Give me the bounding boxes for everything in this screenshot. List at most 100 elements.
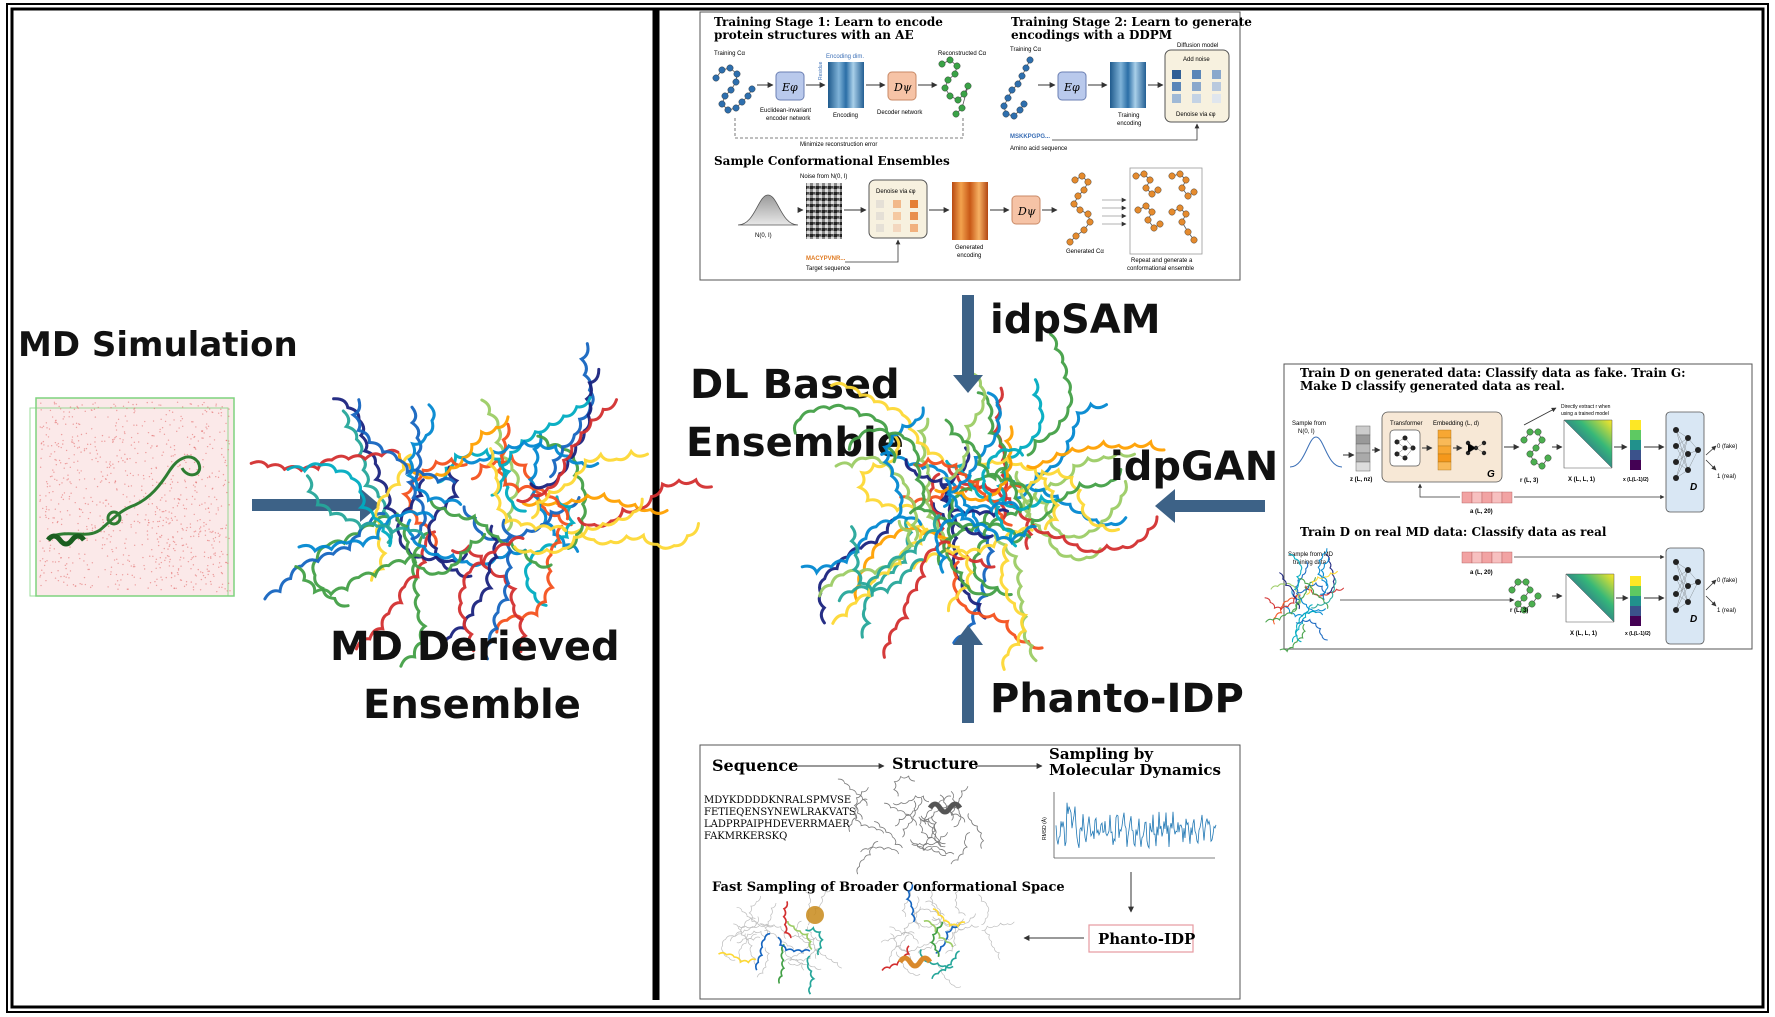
embedding-vector <box>1437 429 1452 471</box>
ensemble-frame <box>1129 167 1203 255</box>
dl-based-label-line1: DL Based <box>690 362 900 408</box>
real-label-2: 1 (real) <box>1717 608 1736 614</box>
gan-generated-chain <box>1520 428 1552 470</box>
sample-from-label-2: N(0, I) <box>1298 429 1315 435</box>
phanto-box <box>1088 924 1194 953</box>
stage1-title-2: protein structures with an AE <box>714 28 914 42</box>
discriminator-box-1 <box>1665 411 1705 513</box>
noise-matrix <box>806 183 842 239</box>
md-sample-label-2: training data <box>1293 560 1327 566</box>
training-encoding-label-1: Training <box>1118 113 1139 119</box>
x-vector-1 <box>1630 420 1641 470</box>
decoder-box-2 <box>1011 195 1041 225</box>
idpgan-title1-line2: Make D classify generated data as real. <box>1300 379 1565 393</box>
md-training-sample-render <box>1264 548 1344 653</box>
idpsam-label: idpSAM <box>990 297 1161 343</box>
md-water-box <box>29 397 235 597</box>
noise-from-label: Noise from N(0, I) <box>800 174 847 180</box>
idpgan-title1-line1: Train D on generated data: Classify data… <box>1300 366 1686 380</box>
a-label-1: a (L, 20) <box>1470 509 1493 515</box>
decoder-symbol-2: Dψ <box>1017 205 1036 218</box>
idpsam-panel: Training Stage 1: Learn to encode protei… <box>699 11 1252 281</box>
gan-gaussian <box>1289 436 1343 468</box>
discriminator-d-label-1: D <box>1690 482 1697 493</box>
fake-label-2: 0 (fake) <box>1717 578 1737 584</box>
fast-sampling-heading: Fast Sampling of Broader Conformational … <box>712 880 1065 895</box>
dl-based-ensemble-render <box>792 332 1166 671</box>
seq-line-1: MDYKDDDDKNRALSPMVSE <box>704 795 851 806</box>
sampling-heading-2: Molecular Dynamics <box>1049 761 1221 779</box>
embedding-label: Embedding (L, d) <box>1433 421 1479 427</box>
md-arrow <box>252 488 380 522</box>
seq-line-3: LADPRPAIPHDEVERRMAER <box>704 819 850 830</box>
encoder-label-1: Euclidean-invariant <box>760 108 811 114</box>
decoder-box <box>887 71 917 101</box>
encoder-label-2: encoder network <box>766 116 811 122</box>
idpsam-arrow <box>953 295 983 393</box>
generated-ensemble-chains <box>1132 170 1198 244</box>
gen-encoding-label-1: Generated <box>955 245 983 251</box>
xv-label: x (L(L-1)/2) <box>1623 477 1649 483</box>
structure-render <box>837 775 985 875</box>
trace-y-label: RMSD (Å) <box>1041 817 1048 840</box>
x-vector-2 <box>1630 576 1641 626</box>
denoise-via-2-label: Denoise via ϵφ <box>876 189 916 195</box>
md-derived-ensemble-render <box>249 342 713 668</box>
phanto-arrow <box>953 625 983 723</box>
sample-title: Sample Conformational Ensembles <box>714 154 950 168</box>
gen-encoding-label-2: encoding <box>957 253 981 259</box>
normal-label: N(0, I) <box>755 233 772 239</box>
encoding-matrix <box>828 62 864 108</box>
reconstructed-ca-label: Reconstructed Cα <box>938 51 987 57</box>
idpgan-title2: Train D on real MD data: Classify data a… <box>1300 525 1607 539</box>
broad-sampling-render-2 <box>880 883 1015 988</box>
min-recon-label: Minimize reconstruction error <box>800 142 877 148</box>
contact-map-2 <box>1565 573 1615 623</box>
training-encoding-label-2: encoding <box>1117 121 1141 127</box>
denoise-box <box>868 179 928 239</box>
diffusion-model-label: Diffusion model <box>1177 43 1218 49</box>
xv-label-2: x (L(L-1)/2) <box>1625 631 1651 637</box>
z-label: z (L, nz) <box>1350 477 1372 483</box>
transformer-label: Transformer <box>1390 421 1422 427</box>
md-trace-plot: RMSD (Å) <box>1041 792 1217 859</box>
diffusion-squares <box>1172 70 1221 103</box>
r-label: r (L, 3) <box>1520 478 1538 484</box>
md-derived-label-line1: MD Derieved <box>330 624 620 670</box>
a-vector-2 <box>1461 551 1513 564</box>
target-seq-label: Target sequence <box>806 266 851 272</box>
transformer-net-icon <box>1394 435 1416 461</box>
x-label: X (L, L, 1) <box>1568 477 1595 483</box>
phanto-label: Phanto-IDP <box>990 676 1244 722</box>
fake-label-1: 0 (fake) <box>1717 444 1737 450</box>
x-label-2: X (L, L, 1) <box>1570 631 1597 637</box>
contact-map-1 <box>1563 419 1613 469</box>
a-label-2: a (L, 20) <box>1470 570 1493 576</box>
discriminator-d-label-2: D <box>1690 614 1697 625</box>
sequence-heading: Sequence <box>712 756 798 775</box>
denoise-squares <box>876 200 918 232</box>
decoder-label: Decoder network <box>877 110 923 116</box>
generator-g-label: G <box>1487 469 1495 480</box>
training-chain-2 <box>1000 56 1034 120</box>
repeat-label-1: Repeat and generate a <box>1131 258 1193 264</box>
z-vector <box>1355 425 1371 472</box>
gaussian-curve <box>737 194 799 226</box>
gen-ca-label: Generated Cα <box>1066 249 1104 255</box>
training-ca-2-label: Training Cα <box>1010 47 1041 53</box>
md-sample-label-1: Sample from MD <box>1288 552 1334 558</box>
denoise-via-label: Denoise via ϵφ <box>1176 112 1216 118</box>
phanto-box-label: Phanto-IDP <box>1098 930 1195 948</box>
encoder-box-2 <box>1057 71 1087 101</box>
r-label-2: r (L, 3) <box>1510 608 1528 614</box>
real-label-1: 1 (real) <box>1717 474 1736 480</box>
directly-label-2: using a trained model <box>1561 411 1609 417</box>
target-seq-text: MACYPVNR... <box>806 256 846 262</box>
idpgan-arrow <box>1155 489 1265 523</box>
stage2-title-1: Training Stage 2: Learn to generate <box>1011 15 1252 29</box>
md-simulation-label: MD Simulation <box>18 325 298 365</box>
training-chain-1 <box>712 64 756 114</box>
seq-line-4: FAKMRKERSKQ <box>704 831 787 842</box>
training-encoding-matrix <box>1110 62 1146 108</box>
discriminator-net-icon-2 <box>1673 559 1701 613</box>
